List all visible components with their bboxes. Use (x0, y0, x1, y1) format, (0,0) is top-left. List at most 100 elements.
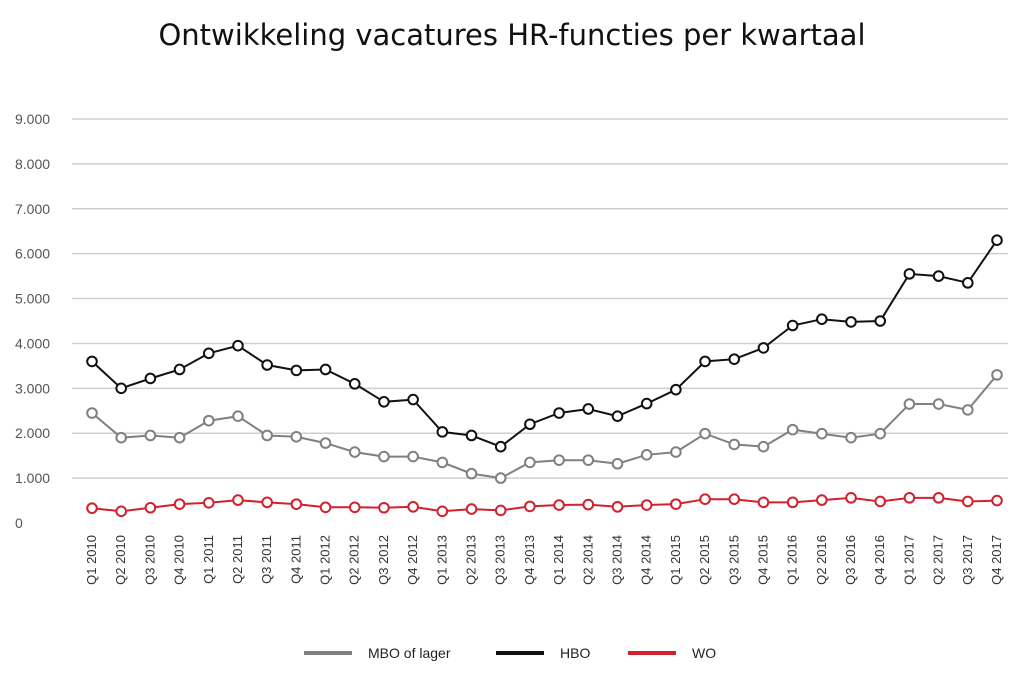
data-point (553, 454, 565, 466)
x-tick-label: Q1 2016 (785, 535, 800, 585)
data-point (232, 339, 244, 352)
x-tick-label: Q1 2010 (84, 535, 99, 585)
data-point (991, 234, 1003, 246)
data-point (874, 315, 887, 327)
data-point (845, 492, 857, 504)
x-tick-label: Q4 2013 (522, 535, 537, 585)
data-point (494, 504, 507, 517)
x-tick-label: Q4 2017 (989, 535, 1004, 585)
data-point (786, 496, 799, 509)
data-point (202, 497, 215, 509)
data-point (348, 501, 361, 514)
legend-item: HBO (496, 645, 590, 661)
data-point (903, 492, 916, 504)
data-point (757, 342, 770, 354)
data-point (699, 493, 711, 506)
data-point (874, 427, 887, 440)
data-point (86, 355, 98, 368)
x-tick-label: Q4 2012 (405, 535, 420, 585)
data-point (144, 501, 157, 514)
data-point (436, 505, 449, 518)
data-point (728, 438, 741, 451)
x-tick-label: Q2 2012 (347, 535, 362, 585)
data-point (261, 429, 273, 442)
series-line (91, 496, 998, 513)
data-point (173, 431, 186, 444)
x-tick-label: Q4 2014 (639, 535, 654, 585)
data-point (524, 500, 536, 513)
x-tick-label: Q2 2016 (814, 535, 829, 585)
data-point (786, 319, 799, 332)
data-point (757, 496, 770, 509)
data-point (115, 505, 127, 518)
data-point (202, 347, 215, 360)
data-point (494, 472, 507, 484)
x-tick-label: Q2 2013 (464, 535, 479, 585)
y-tick-label: 0 (15, 515, 23, 531)
series-mbo-of-lager (86, 369, 1003, 484)
legend-item: WO (628, 645, 716, 661)
data-point (640, 448, 653, 461)
data-point (348, 378, 361, 390)
data-point (932, 492, 945, 504)
data-point (699, 427, 711, 440)
data-point (991, 494, 1003, 507)
data-point (903, 398, 916, 410)
x-axis-ticks: Q1 2010 Q2 2010 Q3 2010 Q4 2010 Q1 2011 Q2 20… (84, 535, 1004, 585)
data-point (261, 359, 273, 371)
data-point (465, 467, 478, 480)
data-point (319, 437, 332, 449)
y-gridlines (72, 118, 1008, 479)
x-tick-label: Q2 2015 (697, 535, 712, 585)
y-tick-label: 7.000 (15, 201, 50, 217)
data-point (115, 431, 127, 444)
data-point (962, 277, 974, 289)
y-tick-label: 3.000 (15, 380, 50, 396)
data-point (582, 454, 595, 466)
series-hbo (86, 234, 1003, 453)
y-tick-label: 2.000 (15, 425, 50, 441)
data-point (699, 355, 711, 368)
y-tick-label: 5.000 (15, 291, 50, 307)
data-point (816, 427, 828, 440)
data-point (319, 501, 332, 514)
data-point (407, 393, 419, 406)
data-point (553, 499, 565, 511)
x-tick-label: Q2 2017 (931, 535, 946, 585)
x-tick-label: Q1 2012 (318, 535, 333, 585)
data-point (232, 410, 244, 422)
data-point (465, 429, 478, 442)
data-point (932, 270, 945, 282)
legend-label: HBO (560, 645, 590, 661)
y-axis-ticks: 0 1.000 2.000 3.000 4.000 5.000 6.000 7.000 8.00… (15, 111, 50, 531)
y-tick-label: 9.000 (15, 111, 50, 127)
data-point (728, 353, 741, 365)
data-point (173, 498, 186, 510)
legend-item: MBO of lager (304, 645, 451, 661)
x-tick-label: Q3 2016 (843, 535, 858, 585)
x-tick-label: Q3 2014 (609, 535, 624, 585)
data-point (407, 501, 419, 513)
data-point (465, 503, 478, 515)
data-point (86, 407, 98, 419)
x-tick-label: Q3 2011 (259, 535, 274, 584)
x-tick-label: Q3 2017 (960, 535, 975, 585)
chart-title: Ontwikkeling vacatures HR-functies per k… (158, 18, 866, 52)
data-point (173, 363, 186, 376)
series-wo (86, 492, 1003, 518)
legend: MBO of lager HBO WO (304, 645, 716, 661)
data-point (290, 498, 303, 510)
x-tick-label: Q1 2011 (201, 535, 216, 584)
x-tick-label: Q2 2010 (113, 535, 128, 585)
data-point (874, 495, 887, 508)
data-point (670, 383, 682, 396)
data-point (728, 493, 741, 506)
x-tick-label: Q1 2014 (551, 535, 566, 585)
data-point (670, 446, 682, 458)
data-point (845, 316, 857, 328)
data-point (903, 268, 916, 280)
data-point (816, 494, 828, 506)
x-tick-label: Q1 2015 (668, 535, 683, 585)
data-point (757, 440, 770, 453)
data-point (494, 440, 507, 453)
